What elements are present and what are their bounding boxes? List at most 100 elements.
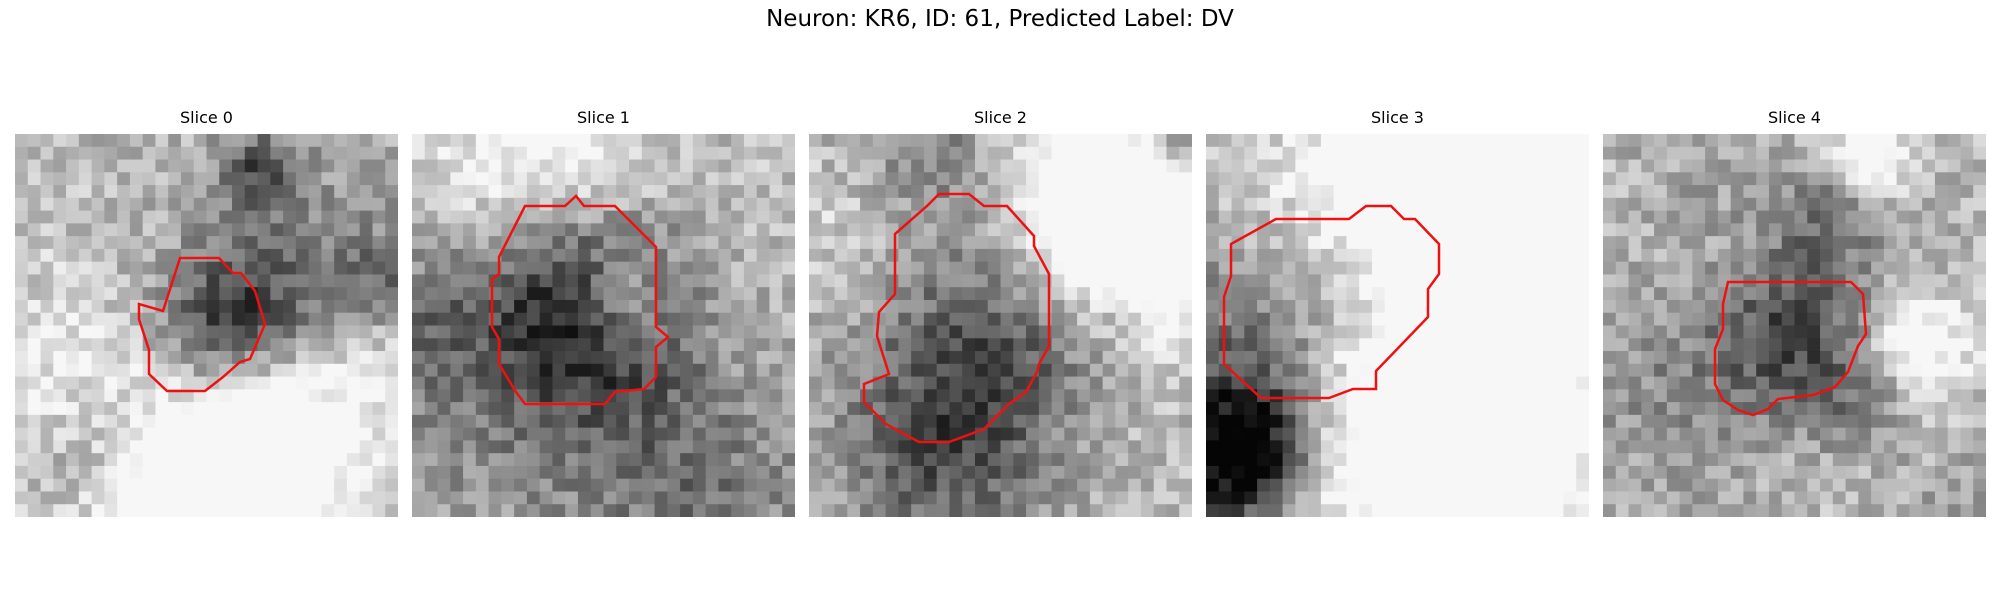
pixel [450,440,463,453]
pixel [1909,198,1922,211]
pixel [53,313,66,326]
pixel [1858,377,1871,390]
pixel [1295,415,1308,428]
pixel [693,300,706,313]
pixel [53,351,66,364]
pixel [1782,338,1795,351]
pixel [283,377,296,390]
pixel [438,491,451,504]
pixel [937,338,950,351]
pixel [347,428,360,441]
pixel [412,160,425,173]
pixel [1039,428,1052,441]
pixel [476,377,489,390]
pixel [155,198,168,211]
pixel [1270,351,1283,364]
pixel [1321,364,1334,377]
pixel [1423,440,1436,453]
pixel [1731,326,1744,339]
pixel [642,338,655,351]
pixel [232,236,245,249]
pixel [1603,338,1616,351]
pixel [1641,211,1654,224]
pixel [822,185,835,198]
pixel [988,377,1001,390]
pixel [385,364,398,377]
pixel [334,428,347,441]
pixel [232,415,245,428]
pixel [1001,274,1014,287]
pixel [270,428,283,441]
pixel [1692,326,1705,339]
pixel [450,160,463,173]
pixel [591,160,604,173]
pixel [616,134,629,147]
pixel [232,504,245,517]
pixel [258,185,271,198]
pixel [1667,491,1680,504]
pixel [501,389,514,402]
pixel [975,185,988,198]
pixel [270,249,283,262]
pixel [924,134,937,147]
pixel [1718,134,1731,147]
pixel [412,287,425,300]
pixel [1474,338,1487,351]
pixel [924,338,937,351]
pixel [28,198,41,211]
pixel [296,147,309,160]
pixel [1423,287,1436,300]
pixel [1410,402,1423,415]
pixel [296,415,309,428]
pixel [1897,351,1910,364]
pixel [1115,415,1128,428]
pixel [962,377,975,390]
pixel [693,147,706,160]
pixel [1909,249,1922,262]
pixel [1064,249,1077,262]
pixel [283,402,296,415]
pixel [629,466,642,479]
pixel [143,147,156,160]
pixel [1321,479,1334,492]
pixel [1500,479,1513,492]
pixel [604,479,617,492]
pixel [1641,479,1654,492]
pixel [886,249,899,262]
pixel [1179,249,1192,262]
pixel [616,364,629,377]
pixel [860,338,873,351]
pixel [1090,147,1103,160]
pixel [181,211,194,224]
pixel [924,236,937,249]
pixel [360,428,373,441]
pixel [1423,211,1436,224]
pixel [1295,249,1308,262]
pixel [988,223,1001,236]
pixel [1398,172,1411,185]
pixel [1154,134,1167,147]
pixel [1769,364,1782,377]
pixel [232,211,245,224]
pixel [1807,504,1820,517]
pixel [680,466,693,479]
pixel [552,313,565,326]
pixel [66,402,79,415]
pixel [1807,249,1820,262]
pixel [667,198,680,211]
pixel [1474,504,1487,517]
pixel [194,172,207,185]
pixel [1308,172,1321,185]
pixel [1321,466,1334,479]
pixel [1001,364,1014,377]
pixel [372,415,385,428]
pixel [962,440,975,453]
pixel [1154,326,1167,339]
pixel [655,491,668,504]
pixel [425,428,438,441]
pixel [232,287,245,300]
pixel [1346,479,1359,492]
pixel [1538,338,1551,351]
pixel [1871,185,1884,198]
pixel [1154,274,1167,287]
